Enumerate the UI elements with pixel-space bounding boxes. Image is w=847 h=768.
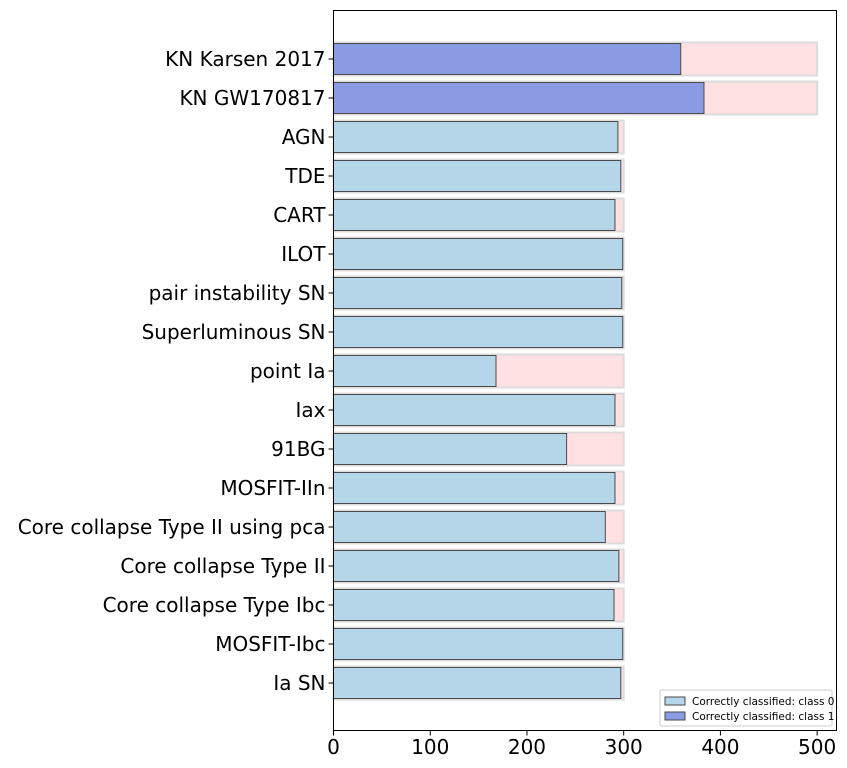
category-label: Iax: [296, 398, 326, 422]
legend-swatch: [664, 696, 686, 706]
bar-class-0: [333, 667, 622, 699]
legend-label: Correctly classified: class 0: [692, 696, 834, 708]
category-label: MOSFIT-IIn: [220, 476, 325, 500]
x-tick-label: 500: [798, 735, 836, 759]
bar-class-0: [333, 628, 624, 660]
category-label: Ia SN: [273, 671, 325, 695]
bar-class-1: [333, 43, 682, 75]
bar-class-0: [333, 121, 619, 153]
category-label: ILOT: [281, 242, 326, 266]
x-tick-label: 200: [508, 735, 546, 759]
category-label: point Ia: [250, 359, 326, 383]
bar-class-1: [333, 82, 705, 114]
category-label: pair instability SN: [149, 281, 326, 305]
bar-class-0: [333, 433, 568, 465]
bar-class-0: [333, 316, 624, 348]
legend-swatch: [664, 711, 686, 721]
category-label: AGN: [282, 125, 326, 149]
category-label: CART: [273, 203, 326, 227]
legend: Correctly classified: class 0 Correctly c…: [659, 689, 834, 727]
x-tick-label: 100: [411, 735, 449, 759]
bar-class-0: [333, 277, 623, 309]
category-label: TDE: [284, 164, 325, 188]
bar-class-0: [333, 511, 606, 543]
legend-label: Correctly classified: class 1: [692, 711, 834, 723]
bar-class-0: [333, 238, 624, 270]
category-label: Superluminous SN: [142, 320, 326, 344]
bar-class-0: [333, 355, 497, 387]
bar-class-0: [333, 160, 622, 192]
bar-class-0: [333, 589, 615, 621]
x-tick-label: 300: [605, 735, 643, 759]
x-tick-label: 0: [327, 735, 340, 759]
category-label: Core collapse Type II using pca: [18, 515, 326, 539]
category-label: Core collapse Type II: [120, 554, 325, 578]
category-label: KN GW170817: [179, 86, 325, 110]
bar-class-0: [333, 394, 616, 426]
bar-class-0: [333, 550, 620, 582]
category-label: KN Karsen 2017: [165, 47, 325, 71]
bar-class-0: [333, 472, 616, 504]
category-label: 91BG: [271, 437, 325, 461]
x-tick-label: 400: [701, 735, 739, 759]
bar-class-0: [333, 199, 616, 231]
category-label: Core collapse Type Ibc: [103, 593, 326, 617]
category-label: MOSFIT-Ibc: [215, 632, 325, 656]
legend-box: [659, 689, 833, 727]
